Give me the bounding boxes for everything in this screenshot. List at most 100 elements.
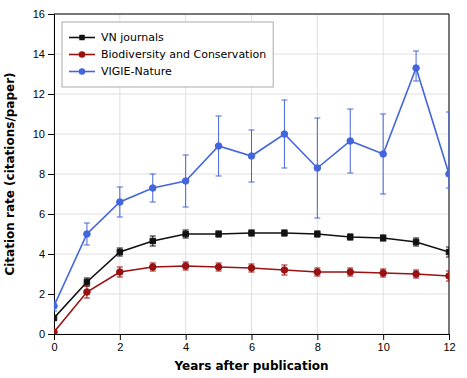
tick-label: 4: [183, 341, 189, 353]
marker: [347, 269, 354, 276]
marker: [117, 249, 122, 254]
tick: 16: [33, 8, 54, 20]
tick: 4: [183, 334, 189, 353]
error-bar: [216, 263, 222, 271]
tick: 6: [39, 208, 54, 220]
tick: 0: [51, 334, 57, 353]
error-bar: [446, 247, 449, 257]
error-bar: [446, 271, 449, 281]
error-bar: [249, 230, 255, 236]
marker: [117, 199, 124, 206]
tick-mark: [383, 334, 384, 340]
error-bar: [150, 263, 156, 271]
marker: [314, 165, 321, 172]
marks: [54, 51, 449, 334]
axis-line: [48, 15, 55, 335]
legend-label: Biodiversity and Conservation: [101, 48, 266, 61]
tick-mark: [449, 334, 450, 340]
tick-mark: [317, 334, 318, 340]
marker: [54, 329, 57, 334]
error-bar: [54, 301, 57, 311]
error-bar: [117, 248, 123, 256]
marker: [84, 279, 89, 284]
y-axis: 0246810121416: [33, 8, 55, 340]
marker: [84, 289, 91, 296]
tick-label: 14: [33, 48, 45, 60]
marker: [348, 234, 353, 239]
tick: 0: [39, 328, 54, 340]
tick-mark: [48, 174, 54, 175]
tick-label: 0: [51, 341, 57, 353]
error-bar: [150, 174, 156, 202]
tick-mark: [48, 94, 54, 95]
marker: [413, 239, 418, 244]
tick: 12: [33, 88, 54, 100]
error-bar: [347, 109, 353, 173]
tick-mark: [48, 54, 54, 55]
marker: [84, 231, 91, 238]
tick-label: 2: [117, 341, 123, 353]
tick-label: 6: [39, 208, 45, 220]
grid-line-y: [54, 14, 449, 15]
legend-label: VIGIE-Nature: [101, 65, 172, 78]
error-bar: [150, 236, 156, 246]
error-bar: [446, 112, 449, 188]
tick-label: 12: [443, 341, 455, 353]
tick-mark: [48, 214, 54, 215]
marker: [54, 303, 57, 310]
error-bar: [117, 187, 123, 217]
tick-label: 8: [315, 341, 321, 353]
error-bar: [117, 267, 123, 277]
marker: [380, 235, 385, 240]
tick: 4: [39, 248, 54, 260]
legend: VN journalsBiodiversity and Conservation…: [62, 22, 273, 87]
tick: 10: [378, 334, 390, 353]
error-bar: [216, 231, 222, 237]
tick-label: 6: [249, 341, 255, 353]
error-bar: [314, 118, 320, 218]
tick: 6: [249, 334, 255, 353]
y-axis-title: Citation rate (citations/paper): [3, 72, 17, 275]
series: [54, 51, 449, 311]
error-bar: [314, 268, 320, 276]
marker: [281, 267, 288, 274]
error-bar: [84, 223, 90, 245]
line: [54, 266, 449, 332]
error-bar: [347, 234, 353, 240]
tick-mark: [252, 334, 253, 340]
error-bar: [216, 116, 222, 176]
axis-line: [55, 335, 450, 341]
error-bar: [183, 155, 189, 207]
grid: [54, 14, 449, 334]
marker: [315, 231, 320, 236]
error-bar: [380, 269, 386, 277]
legend-marker: [79, 68, 86, 75]
marker: [150, 238, 155, 243]
line: [54, 68, 449, 306]
marker: [215, 264, 222, 271]
series: [54, 262, 449, 334]
error-bar: [281, 100, 287, 168]
tick: 12: [443, 334, 455, 353]
error-bar: [84, 286, 90, 298]
marker: [248, 153, 255, 160]
marker: [249, 230, 254, 235]
marker: [54, 315, 57, 320]
tick-label: 10: [378, 341, 390, 353]
error-bar: [314, 231, 320, 237]
tick-label: 2: [39, 288, 45, 300]
error-bar: [281, 265, 287, 275]
marker: [182, 263, 189, 270]
marker: [149, 264, 156, 271]
tick-label: 4: [39, 248, 45, 260]
marker: [183, 231, 188, 236]
marker: [281, 131, 288, 138]
marker: [216, 231, 221, 236]
marker: [380, 270, 387, 277]
x-axis-title: Years after publication: [173, 359, 328, 373]
tick-mark: [48, 134, 54, 135]
error-bar: [413, 238, 419, 246]
marker: [413, 65, 420, 72]
error-bar: [54, 316, 57, 320]
error-bar: [413, 270, 419, 278]
